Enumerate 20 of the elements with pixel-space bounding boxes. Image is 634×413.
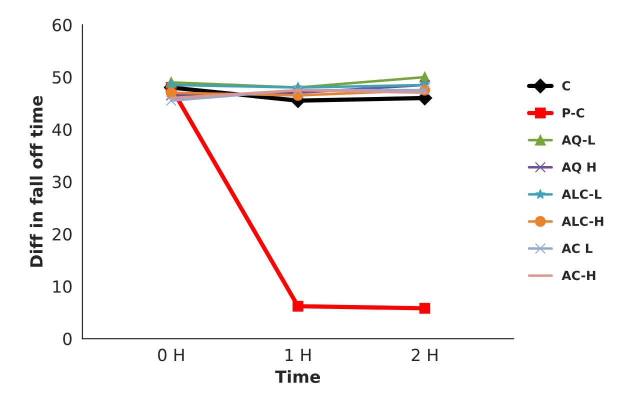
legend-label: ALC-H <box>562 216 604 226</box>
x-tick-label: 1 H <box>286 348 311 362</box>
y-axis-title: Diff in fall off time <box>30 96 43 267</box>
legend-label: ALC-L <box>562 189 602 199</box>
x-tick-label: 0 H <box>158 348 184 362</box>
legend-label: AQ-L <box>562 135 595 146</box>
y-tick-label: 0 <box>63 332 72 346</box>
legend-label: P-C <box>562 108 584 118</box>
x-axis-title: Time <box>275 370 320 383</box>
y-tick-label: 40 <box>52 123 72 136</box>
legend-label: AC L <box>562 244 592 254</box>
y-tick-label: 60 <box>52 18 72 32</box>
x-tick-label: 2 H <box>412 348 438 362</box>
y-tick-label: 20 <box>52 228 72 241</box>
legend-label: C <box>562 81 570 91</box>
legend-label: AC-H <box>562 270 596 280</box>
y-tick-label: 10 <box>53 280 72 293</box>
y-tick-label: 50 <box>52 71 72 84</box>
legend-label: AQ H <box>562 162 596 174</box>
y-tick-label: 30 <box>52 176 72 188</box>
